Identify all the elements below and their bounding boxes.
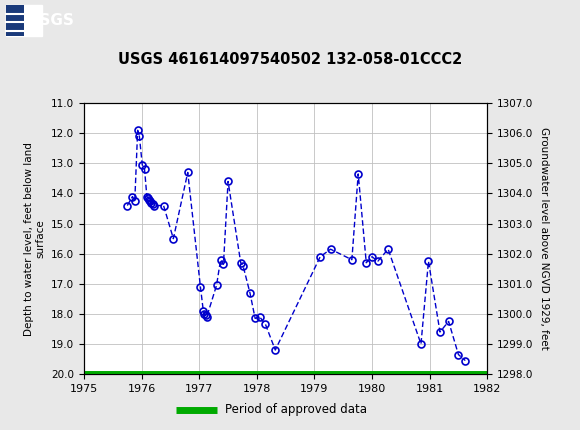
Text: USGS 461614097540502 132-058-01CCC2: USGS 461614097540502 132-058-01CCC2 — [118, 52, 462, 67]
Text: Period of approved data: Period of approved data — [225, 403, 367, 416]
FancyBboxPatch shape — [6, 5, 42, 36]
Y-axis label: Depth to water level, feet below land
surface: Depth to water level, feet below land su… — [24, 142, 46, 335]
FancyBboxPatch shape — [6, 5, 24, 36]
Y-axis label: Groundwater level above NGVD 1929, feet: Groundwater level above NGVD 1929, feet — [539, 127, 549, 350]
Text: USGS: USGS — [28, 13, 75, 28]
